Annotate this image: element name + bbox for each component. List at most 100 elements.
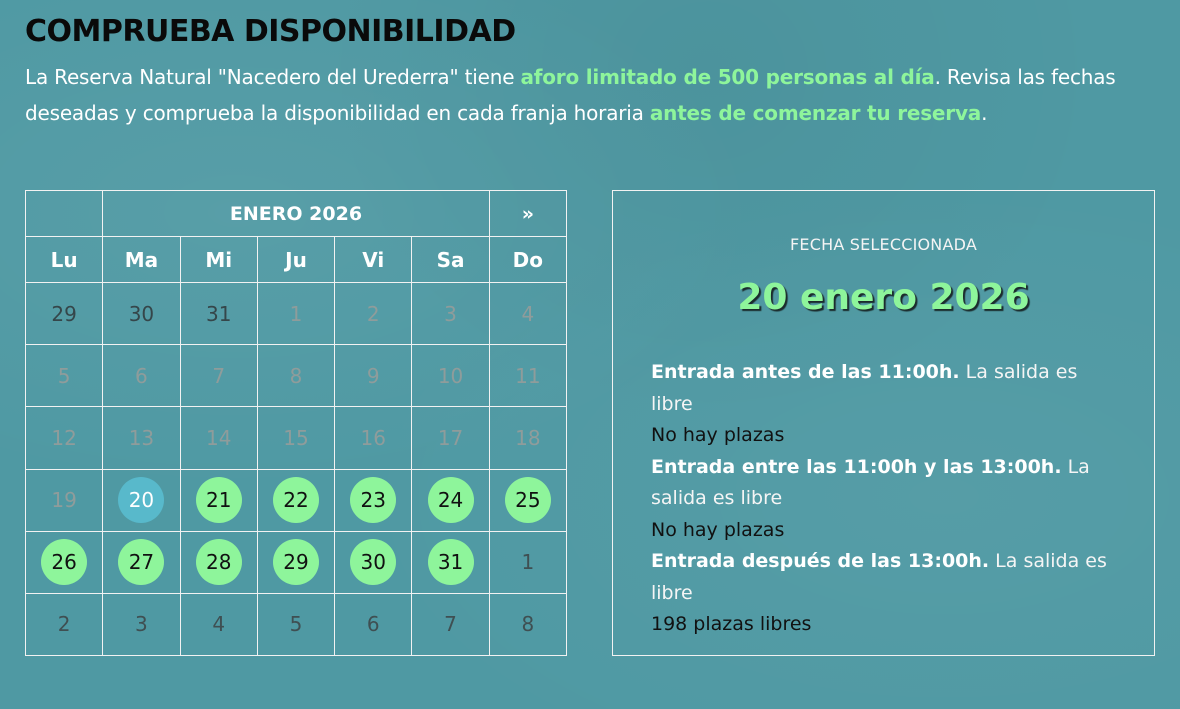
- day-names-row: Lu Ma Mi Ju Vi Sa Do: [24, 236, 568, 284]
- calendar-day-cell: 1: [256, 282, 336, 346]
- calendar-day-cell: 2: [334, 282, 413, 346]
- day-number: 7: [212, 363, 226, 388]
- calendar-week-row: 26 27 28 29 30 31 1: [24, 530, 568, 594]
- calendar-day-cell: 7: [411, 592, 490, 657]
- prev-month-button: [24, 189, 104, 238]
- available-day-26[interactable]: 26: [41, 539, 88, 586]
- day-number: 1: [521, 550, 535, 575]
- next-month-button[interactable]: »: [488, 189, 568, 238]
- day-name-sa: Sa: [411, 236, 490, 284]
- available-day-29[interactable]: 29: [272, 539, 319, 586]
- day-name-vi: Vi: [334, 236, 413, 284]
- day-number: 8: [521, 612, 535, 637]
- day-number: 9: [366, 363, 380, 388]
- calendar-day-cell: 18: [488, 406, 568, 470]
- calendar-day-cell: 3: [411, 282, 490, 346]
- calendar-day-cell: 10: [411, 344, 490, 408]
- intro-text-1: La Reserva Natural "Nacedero del Urederr…: [25, 65, 521, 89]
- intro-text-3: .: [981, 101, 988, 125]
- available-day-28[interactable]: 28: [195, 539, 242, 586]
- available-day-22[interactable]: 22: [272, 477, 319, 524]
- calendar-day-cell: 4: [179, 592, 258, 657]
- time-slot-note: La salida es libre: [651, 361, 1078, 415]
- day-number: 5: [289, 612, 303, 637]
- day-number: 14: [205, 426, 232, 450]
- available-day-27[interactable]: 27: [118, 539, 165, 586]
- intro-highlight-before-booking: antes de comenzar tu reserva: [649, 101, 982, 125]
- time-slot-availability: 198 plazas libres: [651, 613, 812, 635]
- day-number: 11: [515, 363, 541, 388]
- calendar-day-cell[interactable]: 27: [102, 530, 181, 594]
- day-number: 8: [289, 363, 303, 388]
- time-slot: Entrada antes de las 11:00h. La salida e…: [651, 357, 1121, 452]
- calendar-week-row: 5 6 7 8 9 10 11: [24, 344, 568, 408]
- available-day-21[interactable]: 21: [195, 477, 242, 524]
- day-number: 13: [128, 426, 155, 450]
- day-number: 4: [521, 301, 535, 326]
- day-number: 1: [289, 301, 303, 326]
- day-name-ma: Ma: [102, 236, 181, 284]
- calendar-day-cell[interactable]: 30: [334, 530, 413, 594]
- calendar-week-row: 29 30 31 1 2 3 4: [24, 282, 568, 346]
- calendar-day-cell: 4: [488, 282, 568, 346]
- day-number: 12: [51, 426, 77, 450]
- time-slot: Entrada entre las 11:00h y las 13:00h. L…: [651, 452, 1121, 547]
- calendar-day-cell[interactable]: 28: [179, 530, 258, 594]
- available-day-23[interactable]: 23: [350, 477, 397, 524]
- calendar-day-cell[interactable]: 31: [411, 530, 490, 594]
- day-number: 6: [135, 363, 148, 388]
- day-number: 2: [57, 612, 71, 637]
- time-slot-title: Entrada antes de las 11:00h.: [651, 361, 960, 383]
- time-slot-description: Entrada antes de las 11:00h. La salida e…: [651, 357, 1121, 420]
- selected-date-panel: FECHA SELECCIONADA 20 enero 2026 Entrada…: [612, 190, 1155, 656]
- calendar-day-cell: 5: [256, 592, 336, 657]
- month-title: ENERO 2026: [102, 189, 490, 238]
- day-number: 3: [135, 612, 148, 637]
- available-day-30[interactable]: 30: [350, 539, 397, 586]
- time-slot-availability: No hay plazas: [651, 518, 785, 541]
- calendar-day-cell[interactable]: 25: [488, 468, 568, 532]
- calendar-day-cell[interactable]: 26: [24, 530, 104, 594]
- calendar-day-cell[interactable]: 23: [334, 468, 413, 532]
- day-number: 15: [283, 426, 309, 450]
- calendar-day-cell: 15: [256, 406, 336, 470]
- day-number: 7: [444, 612, 457, 637]
- calendar-week-row: 12 13 14 15 16 17 18: [24, 406, 568, 470]
- calendar-day-cell[interactable]: 29: [256, 530, 336, 594]
- day-number: 29: [51, 301, 77, 326]
- selected-date: 20 enero 2026: [737, 277, 1030, 318]
- day-number: 31: [205, 301, 232, 326]
- time-slot-description: Entrada después de las 13:00h. La salida…: [651, 546, 1121, 609]
- time-slot-title: Entrada después de las 13:00h.: [651, 550, 990, 572]
- day-number: 10: [437, 363, 464, 388]
- day-number: 4: [212, 612, 226, 637]
- day-number: 18: [515, 426, 541, 450]
- calendar-day-cell: 8: [256, 344, 336, 408]
- intro-highlight-capacity: aforo limitado de 500 personas al día: [520, 65, 935, 89]
- calendar-day-cell: 1: [488, 530, 568, 594]
- calendar-day-cell: 17: [411, 406, 490, 470]
- selected-day-20[interactable]: 20: [118, 477, 165, 524]
- calendar-day-cell: 11: [488, 344, 568, 408]
- calendar-day-cell[interactable]: 24: [411, 468, 490, 532]
- calendar-day-cell: 6: [334, 592, 413, 657]
- calendar-week-row: 2 3 4 5 6 7 8: [24, 592, 568, 657]
- time-slot-note: La salida es libre: [651, 550, 1107, 604]
- available-day-25[interactable]: 25: [504, 477, 551, 524]
- day-number: 3: [444, 301, 457, 326]
- available-day-31[interactable]: 31: [427, 539, 474, 586]
- day-name-lu: Lu: [24, 236, 104, 284]
- calendar-day-cell: 8: [488, 592, 568, 657]
- available-day-24[interactable]: 24: [427, 477, 474, 524]
- calendar-day-cell: 6: [102, 344, 181, 408]
- calendar-day-cell[interactable]: 21: [179, 468, 258, 532]
- calendar-header-row: ENERO 2026 »: [24, 189, 568, 238]
- intro-paragraph: La Reserva Natural "Nacedero del Urederr…: [25, 59, 1155, 131]
- calendar-day-cell[interactable]: 22: [256, 468, 336, 532]
- calendar-day-cell: 14: [179, 406, 258, 470]
- day-number: 2: [366, 301, 380, 326]
- day-number: 16: [360, 426, 386, 450]
- calendar-day-cell[interactable]: 20: [102, 468, 181, 532]
- time-slot-title: Entrada entre las 11:00h y las 13:00h.: [651, 455, 1062, 478]
- day-number: 19: [51, 488, 77, 513]
